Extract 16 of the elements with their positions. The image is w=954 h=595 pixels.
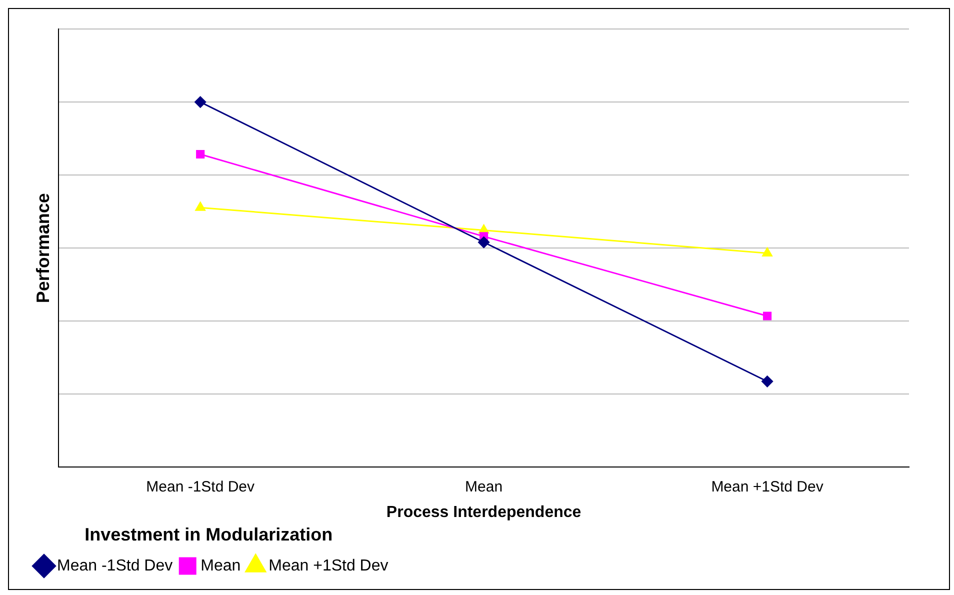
x-axis-title: Process Interdependence — [386, 504, 582, 522]
point — [195, 202, 206, 211]
point — [762, 312, 772, 320]
y-axis-title: Performance — [32, 193, 53, 304]
legend-title: Investment in Modularization — [84, 524, 333, 544]
legend-label: Mean -1Std Dev — [57, 557, 173, 574]
point — [194, 96, 206, 108]
legend-label: Mean +1Std Dev — [268, 557, 388, 574]
legend-label: Mean — [200, 557, 241, 574]
x-tick-label: Mean -1Std Dev — [146, 478, 256, 496]
point — [196, 150, 205, 159]
point — [762, 376, 774, 388]
point — [762, 247, 772, 256]
x-tick-label: Mean +1Std Dev — [711, 478, 824, 496]
x-tick-label: Mean — [465, 478, 503, 496]
point — [478, 236, 490, 248]
